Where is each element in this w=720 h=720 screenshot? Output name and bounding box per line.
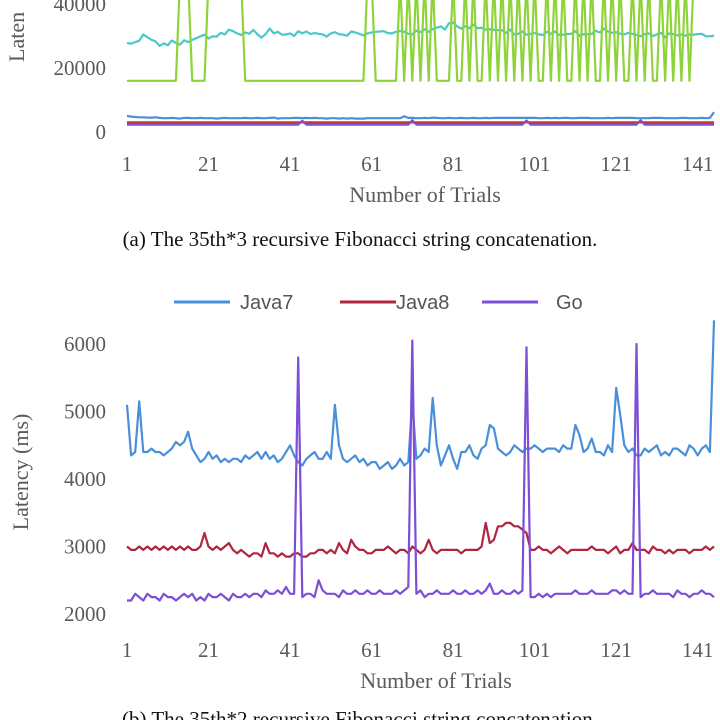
chart-1-xtick-label: 81	[443, 638, 464, 662]
chart-b-legend: Java7 Java8 Go	[174, 292, 583, 314]
chart-b-xticks: 1 21 41 61 81 101 121 141	[122, 638, 714, 662]
chart-1-series-2-line	[127, 339, 715, 602]
chart-1-xtick-label: 1	[122, 638, 133, 662]
chart-0-xtick-label: 141	[682, 152, 714, 176]
legend-label-1: Java8	[396, 292, 449, 314]
chart-b-yticks: 2000 3000 4000 5000 6000	[64, 332, 106, 626]
chart-1-ytick-label: 2000	[64, 602, 106, 626]
chart-1-xtick-label: 61	[361, 638, 382, 662]
chart-0-xtick-label: 121	[600, 152, 632, 176]
chart-0-xtick-label: 41	[280, 152, 301, 176]
chart-0-series-1-line	[127, 0, 694, 82]
chart-a-ylabel: Laten	[4, 12, 29, 62]
chart-1-xtick-label: 101	[519, 638, 551, 662]
chart-a-xlabel: Number of Trials	[349, 182, 501, 207]
chart-a-lines	[126, 0, 715, 126]
chart-1-ytick-label: 6000	[64, 332, 106, 356]
legend-label-2: Go	[556, 292, 583, 314]
chart-0-ytick-label: 40000	[54, 0, 107, 16]
chart-1-series-1-line	[126, 521, 715, 558]
chart-0-ytick-label: 0	[96, 120, 107, 144]
chart-0-xtick-label: 81	[443, 152, 464, 176]
chart-b-caption: (b) The 35th*2 recursive Fibonacci strin…	[122, 707, 598, 720]
chart-0-xtick-label: 21	[198, 152, 219, 176]
chart-1-series-0-line	[125, 320, 716, 470]
chart-0-xtick-label: 101	[519, 152, 551, 176]
chart-0-xtick-label: 1	[122, 152, 133, 176]
chart-a-caption: (a) The 35th*3 recursive Fibonacci strin…	[123, 227, 598, 251]
chart-0-xtick-label: 61	[361, 152, 382, 176]
chart-0-ytick-label: 20000	[54, 56, 107, 80]
chart-1-xtick-label: 41	[280, 638, 301, 662]
chart-b: Java7 Java8 Go Latency (ms) 2000 3000 4000 50…	[8, 292, 716, 720]
chart-0-series-0-line	[126, 21, 715, 48]
chart-1-xtick-label: 141	[682, 638, 714, 662]
chart-b-ylabel: Latency (ms)	[8, 414, 33, 531]
chart-b-lines	[125, 320, 716, 602]
legend-label-0: Java7	[240, 292, 293, 314]
chart-0-series-2-line	[126, 111, 715, 120]
chart-1-ytick-label: 4000	[64, 467, 106, 491]
chart-a-yticks: 0 20000 40000	[54, 0, 107, 144]
chart-1-ytick-label: 3000	[64, 535, 106, 559]
chart-1-xtick-label: 21	[198, 638, 219, 662]
chart-b-xlabel: Number of Trials	[360, 668, 512, 693]
chart-0-series-4-line	[127, 119, 714, 126]
chart-1-ytick-label: 5000	[64, 400, 106, 424]
chart-1-xtick-label: 121	[600, 638, 632, 662]
chart-a-xticks: 1 21 41 61 81 101 121 141	[122, 152, 714, 176]
